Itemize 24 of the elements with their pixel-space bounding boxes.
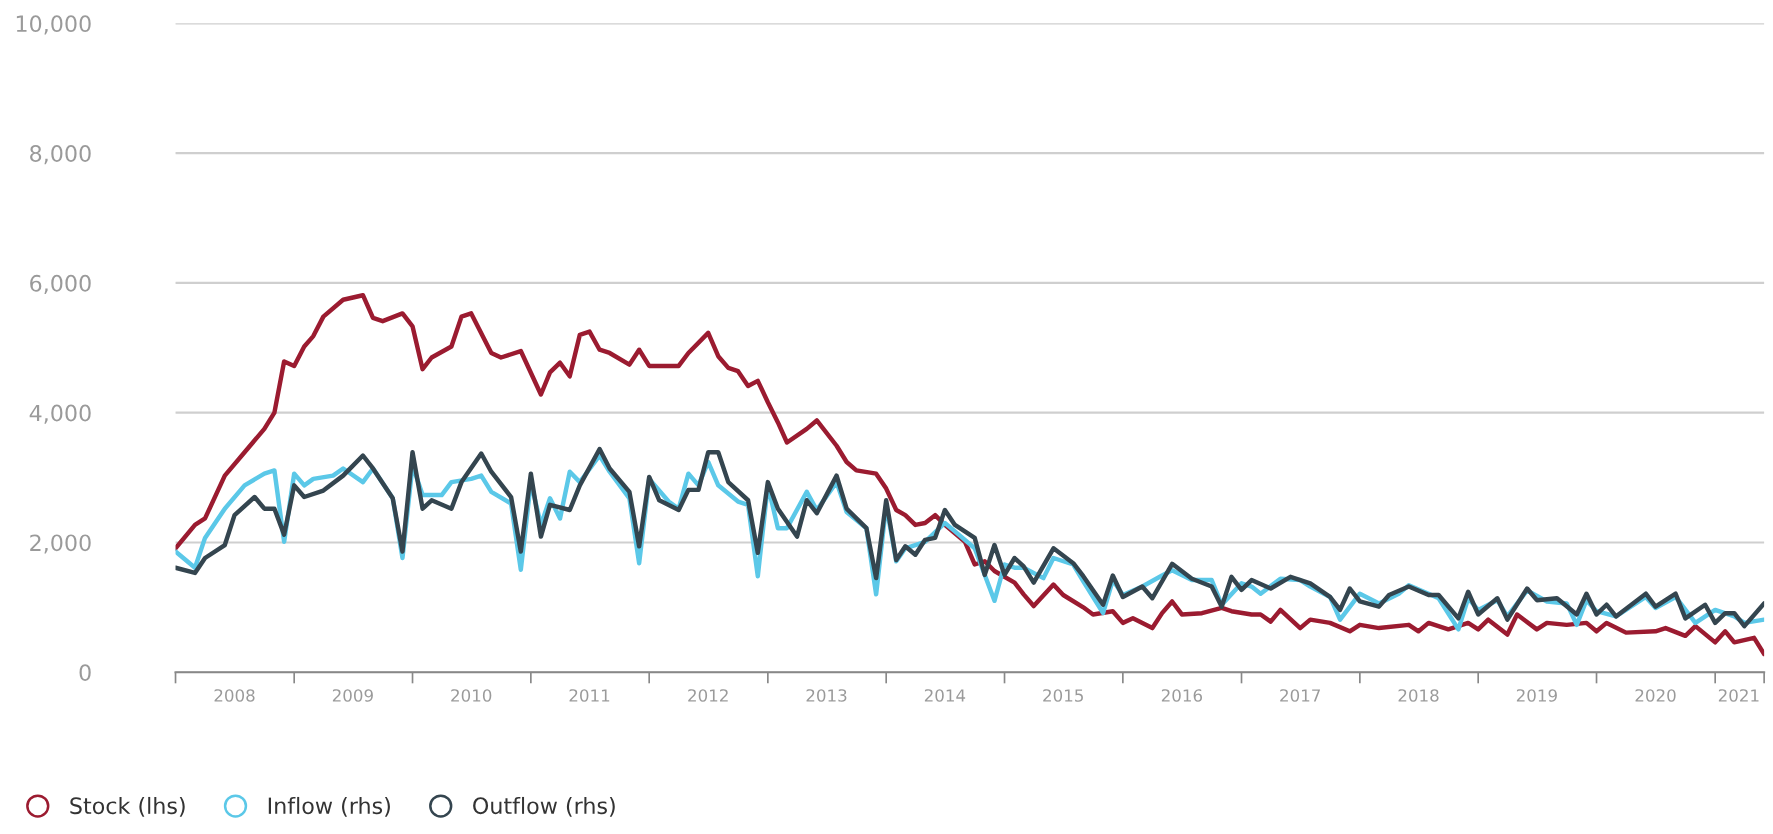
x-tick-label: 2016 <box>1161 689 1203 702</box>
x-tick-label: 2021 <box>1718 689 1759 702</box>
x-tick-label: 2013 <box>806 689 847 702</box>
x-tick-label: 2015 <box>1043 689 1083 702</box>
y-tick-label: 10,000 <box>16 15 91 35</box>
x-tick-label: 2020 <box>1635 689 1676 702</box>
x-tick-label: 2008 <box>214 689 255 702</box>
x-tick-label: 2010 <box>451 689 492 702</box>
x-tick-label: 2009 <box>332 689 373 702</box>
y-tick-label: 8,000 <box>30 145 91 165</box>
x-tick-label: 2014 <box>924 689 966 702</box>
x-tick-label: 2019 <box>1516 689 1557 702</box>
x-tick-label: 2012 <box>688 689 728 702</box>
x-tick-label: 2011 <box>569 689 610 702</box>
y-tick-label: 0 <box>79 664 91 681</box>
legend-label: Outflow (rhs) <box>473 796 615 817</box>
y-tick-label: 4,000 <box>29 404 91 424</box>
legend-label: Stock (lhs) <box>70 796 185 817</box>
y-tick-label: 2,000 <box>30 534 91 554</box>
line-series <box>175 293 1765 657</box>
x-tick-label: 2017 <box>1280 689 1320 702</box>
x-tick-label: 2018 <box>1398 689 1439 702</box>
legend-label: Inflow (rhs) <box>268 796 390 817</box>
y-tick-label: 6,000 <box>30 274 91 294</box>
